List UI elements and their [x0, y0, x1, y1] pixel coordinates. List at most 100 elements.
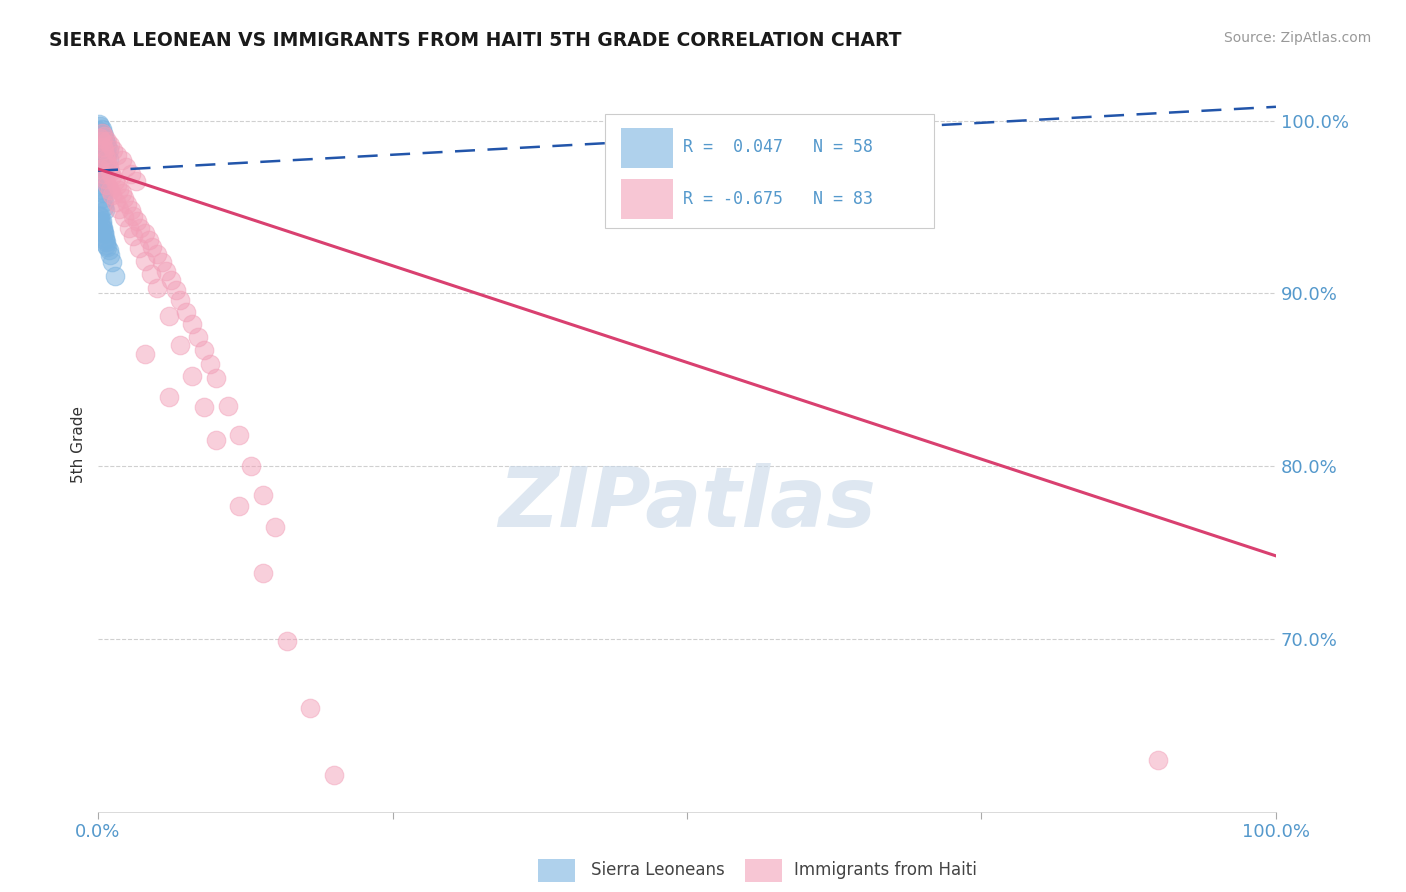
Point [139, 268, 162, 282]
Point [105, 178, 128, 192]
Point [97, 243, 120, 257]
Point [101, 169, 124, 183]
Point [96, 152, 118, 166]
Point [90, 157, 112, 171]
Point [276, 633, 298, 648]
Point [169, 338, 191, 352]
Point [122, 209, 145, 223]
Point [91, 222, 114, 236]
Point [112, 211, 135, 225]
Point [89, 124, 111, 138]
Point [89, 169, 111, 183]
Point [98, 248, 121, 262]
Point [96, 148, 118, 162]
Point [101, 255, 124, 269]
Point [90, 183, 112, 197]
Point [108, 202, 131, 216]
Point [94, 231, 117, 245]
Point [90, 134, 112, 148]
Point [96, 145, 118, 159]
Text: SIERRA LEONEAN VS IMMIGRANTS FROM HAITI 5TH GRADE CORRELATION CHART: SIERRA LEONEAN VS IMMIGRANTS FROM HAITI … [49, 31, 901, 50]
Point [97, 152, 120, 166]
Point [125, 174, 148, 188]
Point [146, 246, 169, 260]
Point [91, 126, 114, 140]
Point [89, 174, 111, 188]
Point [91, 191, 114, 205]
Text: Sierra Leoneans: Sierra Leoneans [591, 861, 724, 879]
Point [89, 165, 111, 179]
Point [357, 853, 380, 867]
Text: R =  0.047   N = 58: R = 0.047 N = 58 [683, 138, 873, 156]
Point [187, 329, 209, 343]
Point [101, 187, 124, 202]
Point [160, 272, 183, 286]
Point [90, 122, 112, 136]
Point [89, 209, 111, 223]
Point [96, 157, 118, 171]
Point [91, 161, 114, 176]
Point [263, 519, 285, 533]
Point [94, 233, 117, 247]
Point [89, 119, 111, 133]
FancyBboxPatch shape [621, 128, 673, 168]
Point [90, 131, 112, 145]
Point [96, 178, 118, 192]
Point [205, 433, 228, 447]
Point [91, 145, 114, 159]
Point [89, 143, 111, 157]
Point [198, 357, 221, 371]
Point [157, 390, 180, 404]
Point [89, 209, 111, 223]
Point [93, 143, 115, 157]
Point [91, 153, 114, 168]
Point [91, 139, 114, 153]
Point [103, 143, 125, 157]
Point [89, 117, 111, 131]
Point [228, 428, 250, 442]
Point [91, 220, 114, 235]
Point [104, 194, 127, 209]
Point [97, 161, 120, 175]
Point [115, 161, 138, 175]
Point [176, 305, 198, 319]
Point [94, 148, 117, 162]
Point [94, 141, 117, 155]
Point [94, 172, 117, 186]
Point [1147, 753, 1170, 767]
Point [96, 240, 118, 254]
Point [120, 167, 142, 181]
Point [150, 255, 173, 269]
Point [93, 148, 115, 162]
Point [96, 235, 118, 249]
Point [93, 139, 115, 153]
Point [89, 214, 111, 228]
Point [122, 229, 145, 244]
Point [155, 264, 177, 278]
Point [93, 194, 115, 209]
Point [93, 129, 115, 144]
Point [89, 134, 111, 148]
Point [94, 150, 117, 164]
Point [90, 148, 112, 162]
Point [103, 174, 125, 188]
Point [94, 203, 117, 218]
Point [110, 153, 132, 168]
Point [128, 242, 150, 256]
Point [228, 499, 250, 513]
Point [205, 371, 228, 385]
Point [252, 566, 274, 581]
Text: Immigrants from Haiti: Immigrants from Haiti [794, 861, 977, 879]
Point [120, 203, 142, 218]
Point [90, 126, 112, 140]
Point [93, 200, 115, 214]
Point [322, 768, 344, 782]
Point [98, 165, 121, 179]
FancyBboxPatch shape [605, 114, 935, 228]
Point [96, 139, 118, 153]
Point [94, 133, 117, 147]
Point [96, 238, 118, 252]
Point [134, 347, 156, 361]
Point [93, 129, 115, 144]
Point [91, 167, 114, 181]
